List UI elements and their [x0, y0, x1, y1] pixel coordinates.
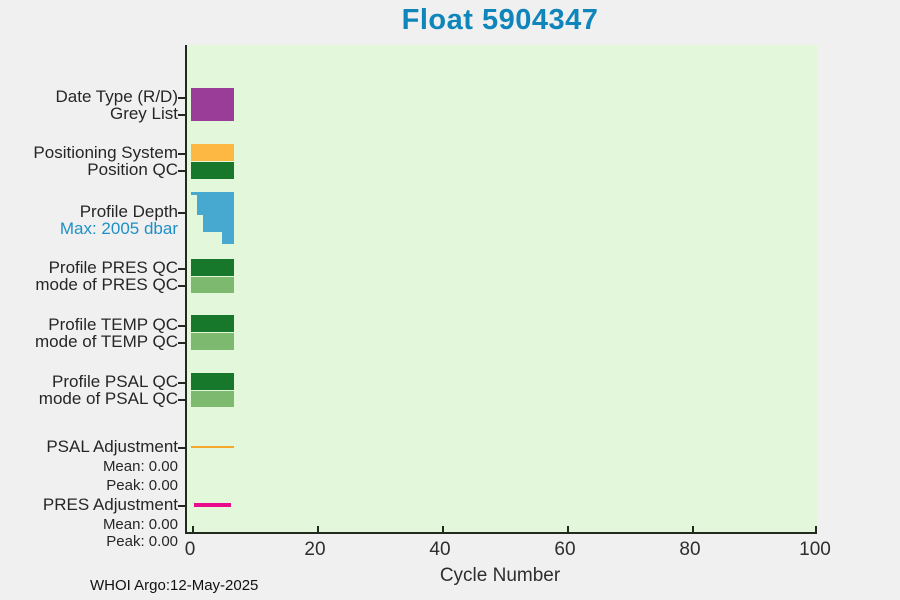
row-label-date-type: Date Type (R/D) — [55, 87, 178, 106]
row-label-grey-list: Grey List — [109, 104, 178, 123]
x-axis-tick — [567, 526, 569, 533]
bar-profile-pres-qc — [191, 259, 235, 276]
bar-profile-depth-cycle-4 — [209, 192, 216, 233]
y-axis-tick — [178, 382, 185, 384]
bar-mode-of-temp-qc — [191, 332, 235, 350]
row-label-pres-adjustment: PRES Adjustment — [42, 495, 178, 514]
y-axis-tick — [178, 212, 185, 214]
y-axis-tick — [178, 153, 185, 155]
x-tick-20: 20 — [304, 539, 326, 560]
bar-profile-depth-cycle-5 — [215, 192, 222, 233]
x-tick-100: 100 — [799, 539, 831, 560]
y-axis-tick — [178, 399, 185, 401]
line-psal-adjustment — [191, 446, 235, 448]
x-tick-40: 40 — [429, 539, 451, 560]
y-axis-tick — [178, 114, 185, 116]
y-axis-tick — [178, 325, 185, 327]
row-label-mode-psal-qc: mode of PSAL QC — [38, 389, 178, 408]
y-axis-tick — [178, 268, 185, 270]
x-axis-tick — [692, 526, 694, 533]
row-label-profile-pres-qc: Profile PRES QC — [48, 258, 178, 277]
bar-profile-temp-qc — [191, 315, 235, 332]
row-label-psal-adjustment: PSAL Adjustment — [46, 437, 178, 456]
y-axis-tick — [178, 342, 185, 344]
bar-profile-depth-cycle-6 — [222, 192, 229, 244]
bar-mode-of-psal-qc — [191, 390, 235, 407]
annotation-psal-mean: Mean: 0.00 — [102, 458, 178, 475]
bar-profile-depth-cycle-1 — [191, 192, 198, 195]
annotation-pres-peak: Peak: 0.00 — [106, 533, 178, 550]
annotation-pres-mean: Mean: 0.00 — [102, 516, 178, 533]
bar-mode-of-pres-qc — [191, 276, 235, 293]
bar-profile-psal-qc — [191, 373, 235, 390]
y-axis-tick — [178, 285, 185, 287]
y-axis-tick — [178, 97, 185, 99]
row-label-mode-temp-qc: mode of TEMP QC — [35, 332, 178, 351]
row-label-profile-depth: Profile Depth — [79, 202, 178, 221]
row-label-position-qc: Position QC — [87, 160, 178, 179]
x-axis-tick — [192, 526, 194, 533]
x-axis-label: Cycle Number — [439, 565, 561, 586]
row-label-positioning-system: Positioning System — [33, 143, 178, 162]
x-tick-60: 60 — [554, 539, 576, 560]
footer-credit: WHOI Argo:12-May-2025 — [90, 577, 259, 594]
bar-profile-depth-cycle-2 — [197, 192, 204, 216]
bar-profile-depth-cycle-7 — [228, 192, 235, 244]
row-label-profile-psal-qc: Profile PSAL QC — [52, 372, 178, 391]
bar-positioning-system — [191, 144, 235, 161]
x-tick-80: 80 — [679, 539, 701, 560]
x-axis-tick — [442, 526, 444, 533]
x-axis-tick — [815, 526, 817, 533]
row-label-mode-pres-qc: mode of PRES QC — [35, 275, 178, 294]
plot-area — [178, 45, 817, 534]
bar-position-qc — [191, 162, 235, 179]
x-tick-0: 0 — [184, 539, 196, 560]
y-axis-tick — [178, 447, 185, 449]
y-axis-tick — [178, 170, 185, 172]
x-axis-tick — [317, 526, 319, 533]
line-pres-adjustment — [194, 503, 232, 507]
bar-grey-list — [191, 88, 235, 121]
annotation-max-depth: Max: 2005 dbar — [59, 219, 178, 238]
page-title: Float 5904347 — [401, 4, 599, 36]
annotation-psal-peak: Peak: 0.00 — [106, 477, 178, 494]
y-axis-tick — [178, 505, 185, 507]
bar-profile-depth-cycle-3 — [203, 192, 210, 233]
row-label-profile-temp-qc: Profile TEMP QC — [48, 315, 178, 334]
